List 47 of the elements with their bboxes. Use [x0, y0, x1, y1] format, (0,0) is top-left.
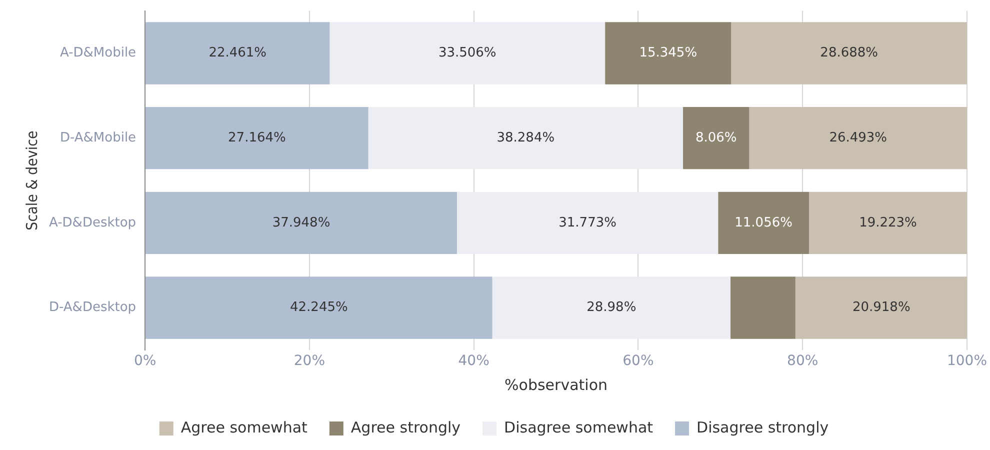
- bar: [749, 106, 967, 170]
- x-tick-label: 0%: [134, 353, 156, 370]
- bar: [456, 192, 718, 254]
- data-label: 22.461%: [208, 46, 267, 61]
- bar: [146, 192, 457, 254]
- bar: [146, 276, 492, 339]
- bar: [718, 192, 809, 254]
- data-label: 38.284%: [496, 130, 555, 146]
- bar: [808, 192, 967, 254]
- y-tick-label: D-A&Mobile: [60, 130, 136, 146]
- legend-label: Disagree strongly: [696, 418, 829, 436]
- bar: [330, 22, 606, 84]
- data-label: 37.948%: [272, 215, 330, 230]
- bar: [795, 276, 967, 339]
- x-tick-label: 100%: [946, 353, 988, 370]
- x-axis-title: %observation: [504, 376, 608, 394]
- bar: [605, 22, 732, 84]
- data-label: 20.918%: [852, 300, 910, 316]
- bar: [682, 106, 750, 170]
- data-label: 42.245%: [290, 300, 348, 316]
- bar: [368, 106, 683, 170]
- y-tick-label: A-D&Mobile: [60, 46, 136, 61]
- data-label: 19.223%: [859, 215, 917, 230]
- data-label: 28.688%: [820, 46, 878, 61]
- x-tick-label: 80%: [787, 353, 818, 370]
- bar: [146, 22, 330, 84]
- y-tick-label: D-A&Desktop: [48, 300, 136, 316]
- data-label: 11.056%: [734, 215, 792, 230]
- data-label: 15.345%: [639, 46, 698, 61]
- bar: [146, 106, 368, 170]
- legend-label: Agree strongly: [350, 418, 461, 436]
- x-tick-label: 60%: [622, 353, 654, 370]
- y-axis-title: Scale & device: [22, 130, 41, 230]
- x-tick-label: 40%: [458, 353, 490, 370]
- y-tick-label: A-D&Desktop: [48, 215, 136, 230]
- legend-label: Disagree somewhat: [504, 418, 654, 436]
- data-label: 31.773%: [558, 215, 616, 230]
- data-label: 8.06%: [695, 130, 737, 146]
- data-label: 26.493%: [829, 130, 888, 146]
- data-label: 33.506%: [438, 46, 496, 61]
- bar: [730, 276, 796, 339]
- bar: [492, 276, 730, 339]
- bar: [731, 22, 967, 84]
- data-label: 27.164%: [228, 130, 286, 146]
- legend-label: Agree somewhat: [180, 418, 308, 436]
- x-tick-label: 20%: [294, 353, 326, 370]
- data-label: 28.98%: [586, 300, 636, 316]
